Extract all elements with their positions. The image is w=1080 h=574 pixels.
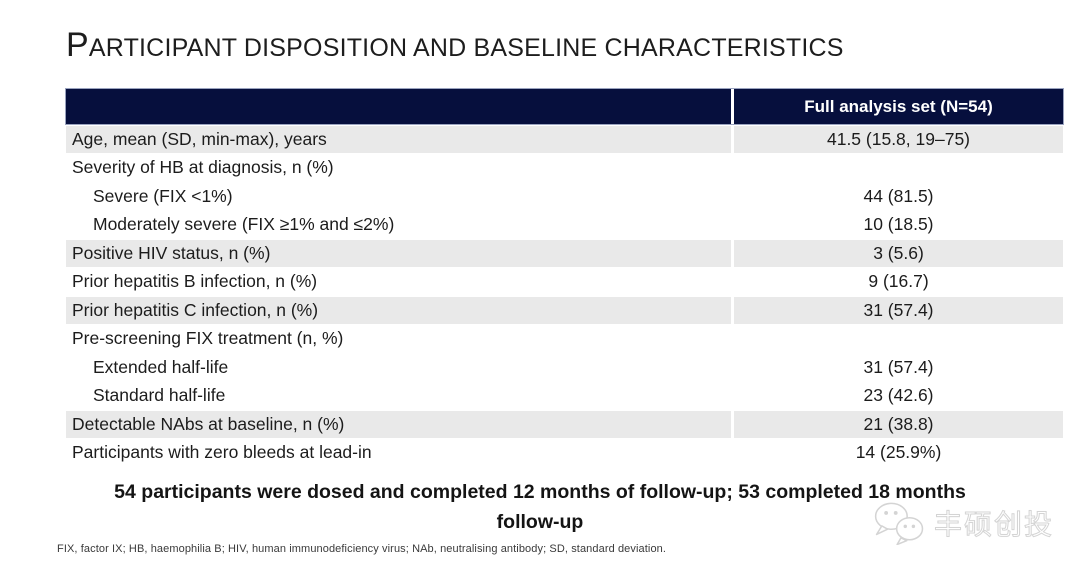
row-value: 44 (81.5) — [734, 183, 1063, 210]
row-value: 9 (16.7) — [734, 268, 1063, 295]
table-body: Age, mean (SD, min-max), years 41.5 (15.… — [66, 126, 1063, 466]
row-value: 21 (38.8) — [734, 411, 1063, 438]
row-value: 14 (25.9%) — [734, 439, 1063, 466]
row-value — [734, 154, 1063, 181]
row-value: 31 (57.4) — [734, 297, 1063, 324]
row-label: Standard half-life — [66, 382, 731, 409]
watermark-text: 丰硕创投 — [933, 509, 1054, 541]
row-value — [734, 325, 1063, 352]
table-row: Detectable NAbs at baseline, n (%) 21 (3… — [66, 411, 1063, 438]
baseline-characteristics-table: Full analysis set (N=54) Age, mean (SD, … — [65, 88, 1064, 466]
table-row: Age, mean (SD, min-max), years 41.5 (15.… — [66, 126, 1063, 153]
table-row: Severity of HB at diagnosis, n (%) — [66, 154, 1063, 181]
row-label: Positive HIV status, n (%) — [66, 240, 731, 267]
wechat-chat-bubbles-icon — [874, 502, 924, 545]
row-label: Participants with zero bleeds at lead-in — [66, 439, 731, 466]
row-label: Detectable NAbs at baseline, n (%) — [66, 411, 731, 438]
row-value: 31 (57.4) — [734, 354, 1063, 381]
table-row: Moderately severe (FIX ≥1% and ≤2%) 10 (… — [66, 211, 1063, 238]
table-row: Positive HIV status, n (%) 3 (5.6) — [66, 240, 1063, 267]
table-row: Prior hepatitis C infection, n (%) 31 (5… — [66, 297, 1063, 324]
row-label: Severe (FIX <1%) — [66, 183, 731, 210]
header-label-cell — [66, 89, 731, 124]
table-row: Pre-screening FIX treatment (n, %) — [66, 325, 1063, 352]
row-value: 41.5 (15.8, 19–75) — [734, 126, 1063, 153]
slide-title: Participant disposition and baseline cha… — [66, 26, 844, 64]
row-label: Severity of HB at diagnosis, n (%) — [66, 154, 731, 181]
table-row: Prior hepatitis B infection, n (%) 9 (16… — [66, 268, 1063, 295]
table-row: Standard half-life 23 (42.6) — [66, 382, 1063, 409]
row-label: Prior hepatitis C infection, n (%) — [66, 297, 731, 324]
abbreviations-footnote: FIX, factor IX; HB, haemophilia B; HIV, … — [57, 543, 667, 555]
row-label: Age, mean (SD, min-max), years — [66, 126, 731, 153]
table-row: Extended half-life 31 (57.4) — [66, 354, 1063, 381]
row-value: 23 (42.6) — [734, 382, 1063, 409]
summary-note: 54 participants were dosed and completed… — [114, 481, 966, 534]
table-row: Participants with zero bleeds at lead-in… — [66, 439, 1063, 466]
table-header-row: Full analysis set (N=54) — [65, 88, 1064, 125]
row-label: Extended half-life — [66, 354, 731, 381]
table-row: Severe (FIX <1%) 44 (81.5) — [66, 183, 1063, 210]
header-value-cell: Full analysis set (N=54) — [734, 89, 1063, 124]
row-value: 10 (18.5) — [734, 211, 1063, 238]
watermark: 丰硕创投 — [871, 501, 1054, 545]
row-label: Prior hepatitis B infection, n (%) — [66, 268, 731, 295]
row-label: Moderately severe (FIX ≥1% and ≤2%) — [66, 211, 731, 238]
row-label: Pre-screening FIX treatment (n, %) — [66, 325, 731, 352]
row-value: 3 (5.6) — [734, 240, 1063, 267]
